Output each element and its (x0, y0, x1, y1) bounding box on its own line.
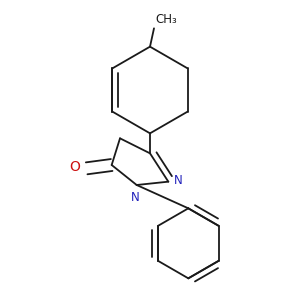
Text: CH₃: CH₃ (156, 13, 177, 26)
Text: O: O (69, 160, 80, 174)
Text: N: N (174, 173, 183, 187)
Text: N: N (130, 191, 140, 204)
